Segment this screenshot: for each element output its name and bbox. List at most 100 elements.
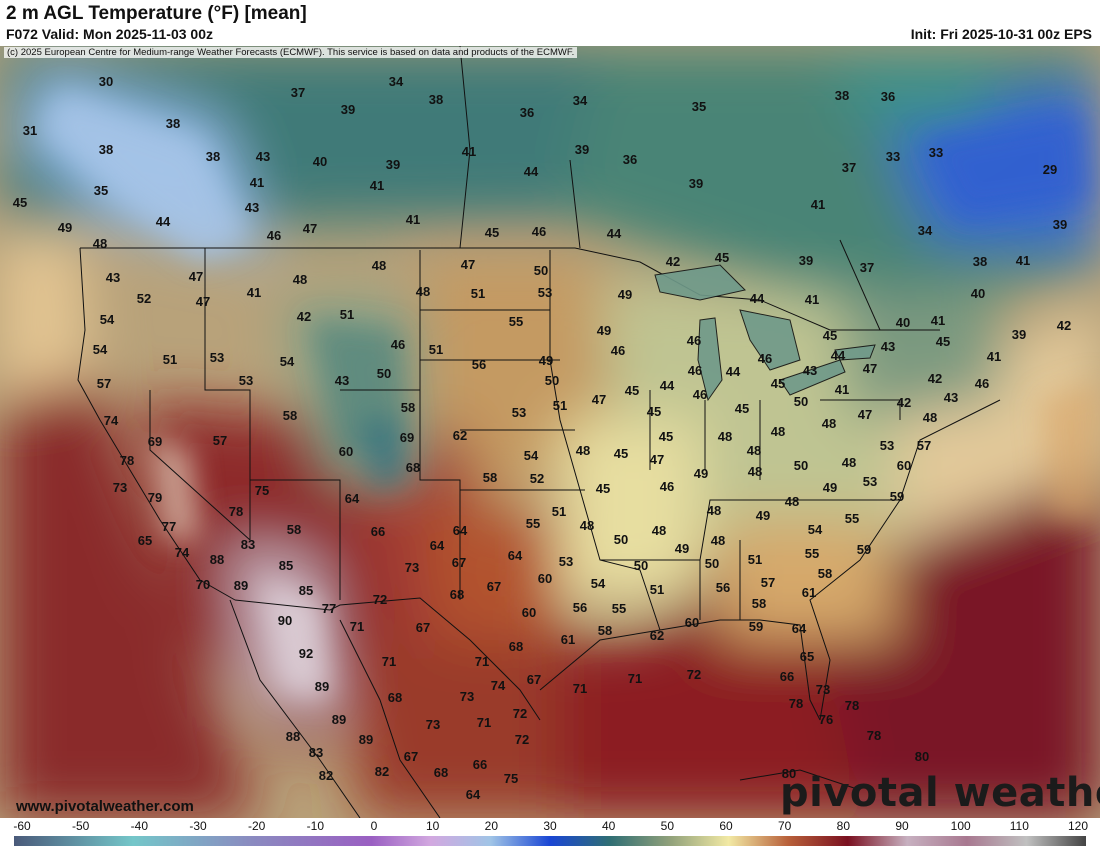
temperature-value: 38	[835, 88, 849, 103]
temperature-value: 64	[466, 787, 481, 802]
temperature-value: 45	[596, 481, 610, 496]
temperature-value: 58	[401, 400, 415, 415]
temperature-value: 57	[917, 438, 931, 453]
website-link[interactable]: www.pivotalweather.com	[16, 798, 194, 815]
temperature-value: 89	[315, 679, 329, 694]
temperature-value: 46	[688, 363, 702, 378]
temperature-value: 58	[483, 470, 497, 485]
temperature-value: 43	[335, 373, 349, 388]
great-lakes	[654, 264, 876, 402]
temperature-value: 41	[835, 382, 849, 397]
temperature-value: 38	[206, 149, 220, 164]
temperature-value: 83	[309, 745, 323, 760]
temperature-value: 39	[799, 253, 813, 268]
temperature-value: 82	[319, 768, 333, 783]
temperature-value: 41	[931, 313, 945, 328]
temperature-value: 43	[944, 390, 958, 405]
temperature-value: 78	[867, 728, 881, 743]
temperature-value: 64	[453, 523, 468, 538]
temperature-value: 57	[213, 433, 227, 448]
temperature-value: 71	[475, 654, 489, 669]
forecast-valid-time: F072 Valid: Mon 2025-11-03 00z	[6, 26, 213, 42]
temperature-value: 50	[534, 263, 548, 278]
temperature-value: 45	[625, 383, 639, 398]
temperature-value: 45	[659, 429, 673, 444]
temperature-value: 41	[805, 292, 819, 307]
temperature-value: 39	[689, 176, 703, 191]
temperature-value: 59	[890, 489, 904, 504]
boundaries	[77, 46, 1001, 818]
temperature-value: 64	[430, 538, 445, 553]
copyright-notice: (c) 2025 European Centre for Medium-rang…	[4, 47, 578, 58]
temperature-value: 48	[707, 503, 721, 518]
temperature-value: 48	[785, 494, 799, 509]
temperature-value: 60	[538, 571, 552, 586]
temperature-value: 50	[634, 558, 648, 573]
temperature-value: 55	[845, 511, 859, 526]
temperature-value: 79	[148, 490, 162, 505]
temperature-value: 31	[23, 123, 37, 138]
temperature-value: 46	[267, 228, 281, 243]
temperature-value: 49	[597, 323, 611, 338]
temperature-value: 43	[803, 363, 817, 378]
temperature-value: 50	[377, 366, 391, 381]
temperature-value: 54	[524, 448, 539, 463]
temperature-value: 69	[148, 434, 162, 449]
temperature-value: 41	[987, 349, 1001, 364]
temperature-value: 78	[845, 698, 859, 713]
temperature-value: 54	[808, 522, 823, 537]
temperature-value: 46	[758, 351, 772, 366]
colorbar-tick-label: -20	[247, 819, 266, 833]
temperature-value: 54	[591, 576, 606, 591]
temperature-value: 45	[485, 225, 499, 240]
temperature-value: 49	[694, 466, 708, 481]
temperature-value: 47	[189, 269, 203, 284]
temperature-value: 71	[573, 681, 587, 696]
temperature-value: 37	[291, 85, 305, 100]
colorbar-tick-label: 0	[370, 819, 378, 833]
temperature-value: 38	[973, 254, 987, 269]
temperature-value: 53	[538, 285, 552, 300]
temperature-value: 39	[1053, 217, 1067, 232]
temperature-value: 67	[527, 672, 541, 687]
temperature-value: 53	[863, 474, 877, 489]
temperature-value: 56	[573, 600, 587, 615]
temperature-value: 59	[857, 542, 871, 557]
temperature-value: 45	[823, 328, 837, 343]
colorbar-tick-label: 60	[719, 819, 733, 833]
temperature-value: 48	[748, 464, 762, 479]
temperature-value: 45	[735, 401, 749, 416]
temperature-value: 88	[286, 729, 300, 744]
temperature-value: 51	[748, 552, 762, 567]
temperature-value: 68	[450, 587, 464, 602]
temperature-value: 46	[532, 224, 546, 239]
temperature-value: 36	[623, 152, 637, 167]
temperature-value: 48	[771, 424, 785, 439]
temperature-value: 46	[687, 333, 701, 348]
temperature-value: 36	[881, 89, 895, 104]
temperature-value: 44	[726, 364, 741, 379]
temperature-value: 39	[341, 102, 355, 117]
temperature-value: 39	[386, 157, 400, 172]
colorbar-tick-label: 100	[950, 819, 971, 833]
temperature-value: 62	[650, 628, 664, 643]
temperature-value: 50	[545, 373, 559, 388]
temperature-value: 45	[614, 446, 628, 461]
colorbar-tick-label: 50	[660, 819, 675, 833]
temperature-value: 69	[400, 430, 414, 445]
temperature-value: 51	[163, 352, 177, 367]
temperature-value: 43	[106, 270, 120, 285]
temperature-value: 42	[928, 371, 942, 386]
temperature-value: 53	[880, 438, 894, 453]
temperature-value: 41	[247, 285, 261, 300]
temperature-value: 60	[522, 605, 536, 620]
temperature-value: 67	[404, 749, 418, 764]
temperature-value: 46	[391, 337, 405, 352]
temperature-map[interactable]: 30 34 37 38 39 34 35 38 36 31 38 36 38 38 43 40 39 41 39 36…	[0, 46, 1100, 818]
temperature-value: 78	[789, 696, 803, 711]
temperature-value: 80	[915, 749, 929, 764]
temperature-value: 66	[371, 524, 385, 539]
temperature-value: 72	[687, 667, 701, 682]
colorbar-tick-label: 80	[836, 819, 851, 833]
